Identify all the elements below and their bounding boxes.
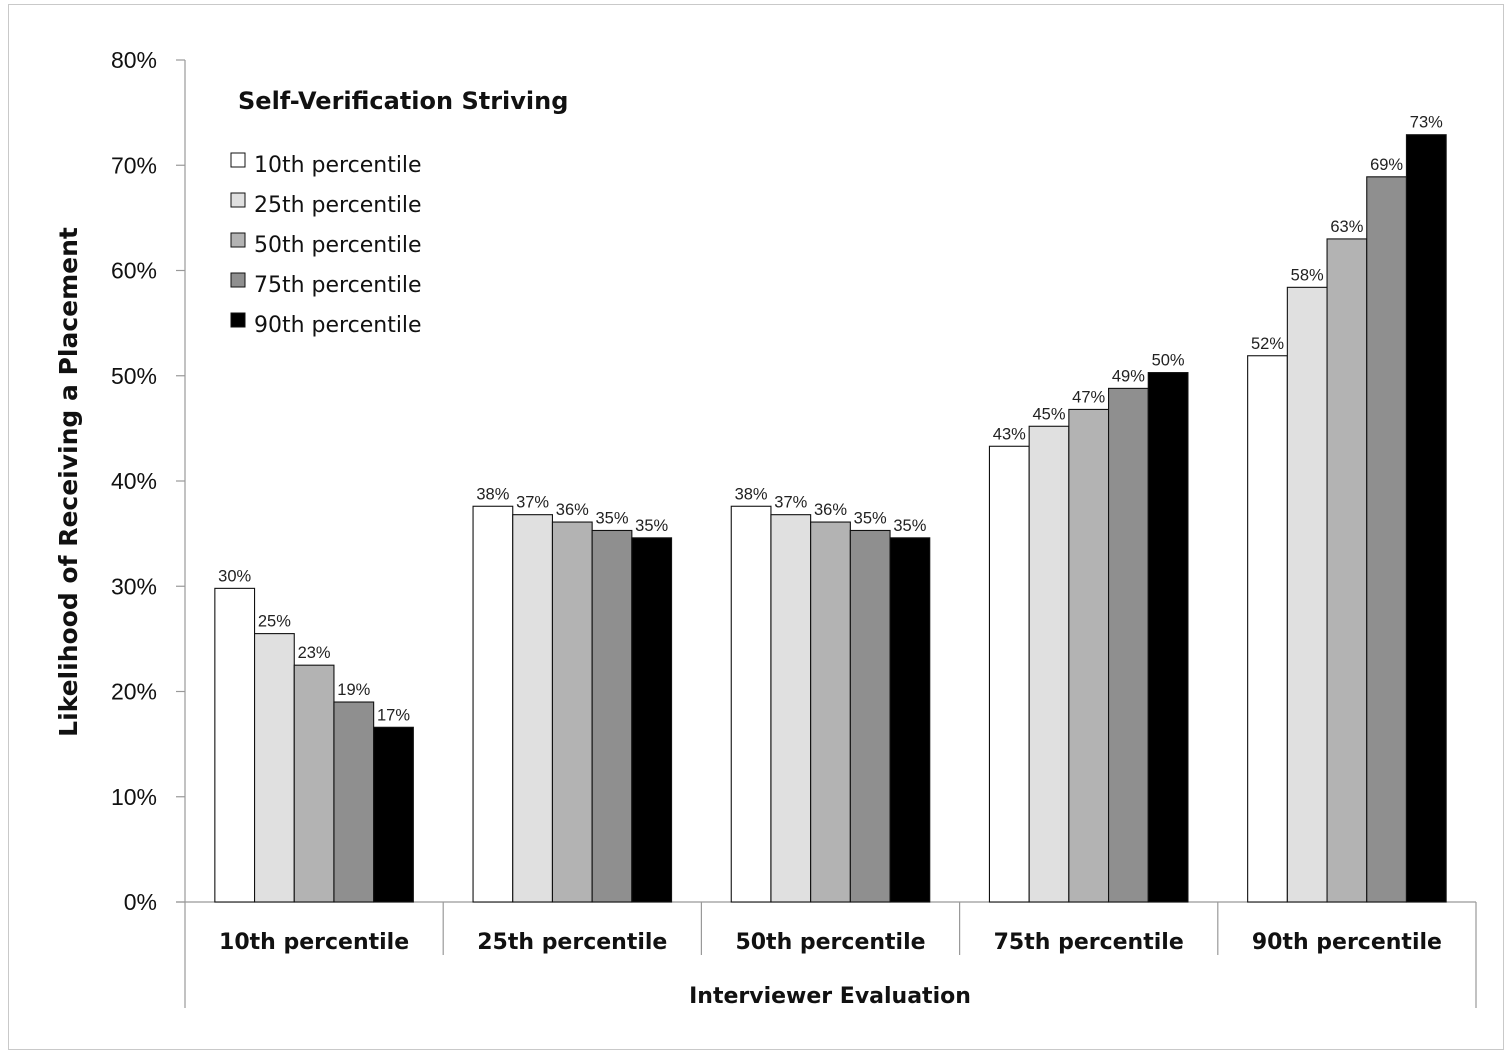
x-category-label: 75th percentile xyxy=(994,930,1184,955)
legend-swatch xyxy=(230,312,246,328)
bar xyxy=(472,505,514,903)
x-category-label: 90th percentile xyxy=(1252,930,1442,955)
bar-data-label: 25% xyxy=(258,613,291,631)
x-category-label: 10th percentile xyxy=(219,930,409,955)
bar-data-label: 63% xyxy=(1330,218,1363,236)
bar xyxy=(849,529,891,903)
y-tick-label: 70% xyxy=(111,152,157,178)
bar xyxy=(1405,134,1447,903)
bar xyxy=(770,514,812,903)
bar-data-label: 35% xyxy=(854,509,887,527)
legend-swatch xyxy=(230,272,246,288)
x-category-label: 25th percentile xyxy=(477,930,667,955)
legend: Self-Verification Striving 10th percenti… xyxy=(230,87,568,338)
bar xyxy=(1366,176,1408,903)
bars xyxy=(214,134,1447,903)
bar-data-label: 17% xyxy=(377,706,410,724)
bar-data-label: 19% xyxy=(337,681,370,699)
y-tick-label: 10% xyxy=(111,784,157,810)
x-axis-label: Interviewer Evaluation xyxy=(689,984,971,1009)
bar xyxy=(730,505,772,903)
bar-data-label: 73% xyxy=(1410,114,1443,132)
bar-data-label: 49% xyxy=(1112,367,1145,385)
bar xyxy=(333,701,375,903)
bar-data-label: 38% xyxy=(735,485,768,503)
bar xyxy=(293,664,335,903)
bar xyxy=(214,587,256,903)
bar-data-label: 45% xyxy=(1032,405,1065,423)
bar xyxy=(551,521,593,903)
bar-data-label: 50% xyxy=(1152,352,1185,370)
y-tick-label: 20% xyxy=(111,679,157,705)
bar-data-label: 30% xyxy=(218,567,251,585)
bar xyxy=(1247,355,1288,903)
bar-data-label: 37% xyxy=(774,494,807,512)
bar-data-label: 38% xyxy=(476,485,509,503)
legend-entry-label: 90th percentile xyxy=(254,313,422,338)
bar-data-label: 37% xyxy=(516,494,549,512)
bar-data-label: 52% xyxy=(1251,335,1284,353)
bar-data-label: 23% xyxy=(298,644,331,662)
x-category-label: 50th percentile xyxy=(735,930,925,955)
bar-data-label: 36% xyxy=(814,501,847,519)
y-tick-label: 0% xyxy=(124,889,157,915)
bar xyxy=(1068,408,1110,903)
bar-data-label: 35% xyxy=(635,517,668,535)
y-axis-label: Likelihood of Receiving a Placement xyxy=(54,227,83,737)
bar xyxy=(631,537,673,903)
bar-data-label: 36% xyxy=(556,501,589,519)
bar xyxy=(1326,238,1368,903)
bar-data-label: 43% xyxy=(993,425,1026,443)
bar xyxy=(512,514,554,903)
bar xyxy=(1286,286,1328,903)
legend-swatch xyxy=(230,192,246,208)
y-tick-label: 30% xyxy=(111,573,157,599)
legend-swatch xyxy=(230,232,246,248)
bar-data-label: 35% xyxy=(595,509,628,527)
y-tick-label: 50% xyxy=(111,363,157,389)
bar xyxy=(988,445,1030,903)
legend-entry-label: 50th percentile xyxy=(254,233,422,258)
legend-swatch xyxy=(230,152,246,168)
data-labels: 30% 25% 23% 19% 17% 38% 37% 36% 35% 35% 38% 37% 36% 3… xyxy=(218,114,1443,725)
bar xyxy=(889,537,931,903)
bar-data-label: 58% xyxy=(1291,266,1324,284)
bar xyxy=(1147,372,1189,903)
bar-data-label: 69% xyxy=(1370,156,1403,174)
legend-entry-label: 75th percentile xyxy=(254,273,422,298)
bar-data-label: 47% xyxy=(1072,388,1105,406)
y-tick-label: 80% xyxy=(111,47,157,73)
bar xyxy=(591,529,633,903)
bar xyxy=(373,726,414,903)
y-tick-label: 40% xyxy=(111,468,157,494)
bar xyxy=(810,521,851,903)
legend-title: Self-Verification Striving xyxy=(238,87,568,115)
bar xyxy=(1028,425,1070,903)
y-tick-label: 60% xyxy=(111,258,157,284)
bar-data-label: 35% xyxy=(893,517,926,535)
legend-entry-label: 25th percentile xyxy=(254,193,422,218)
bar xyxy=(1108,387,1149,903)
legend-entry-label: 10th percentile xyxy=(254,153,422,178)
bar xyxy=(254,633,295,903)
